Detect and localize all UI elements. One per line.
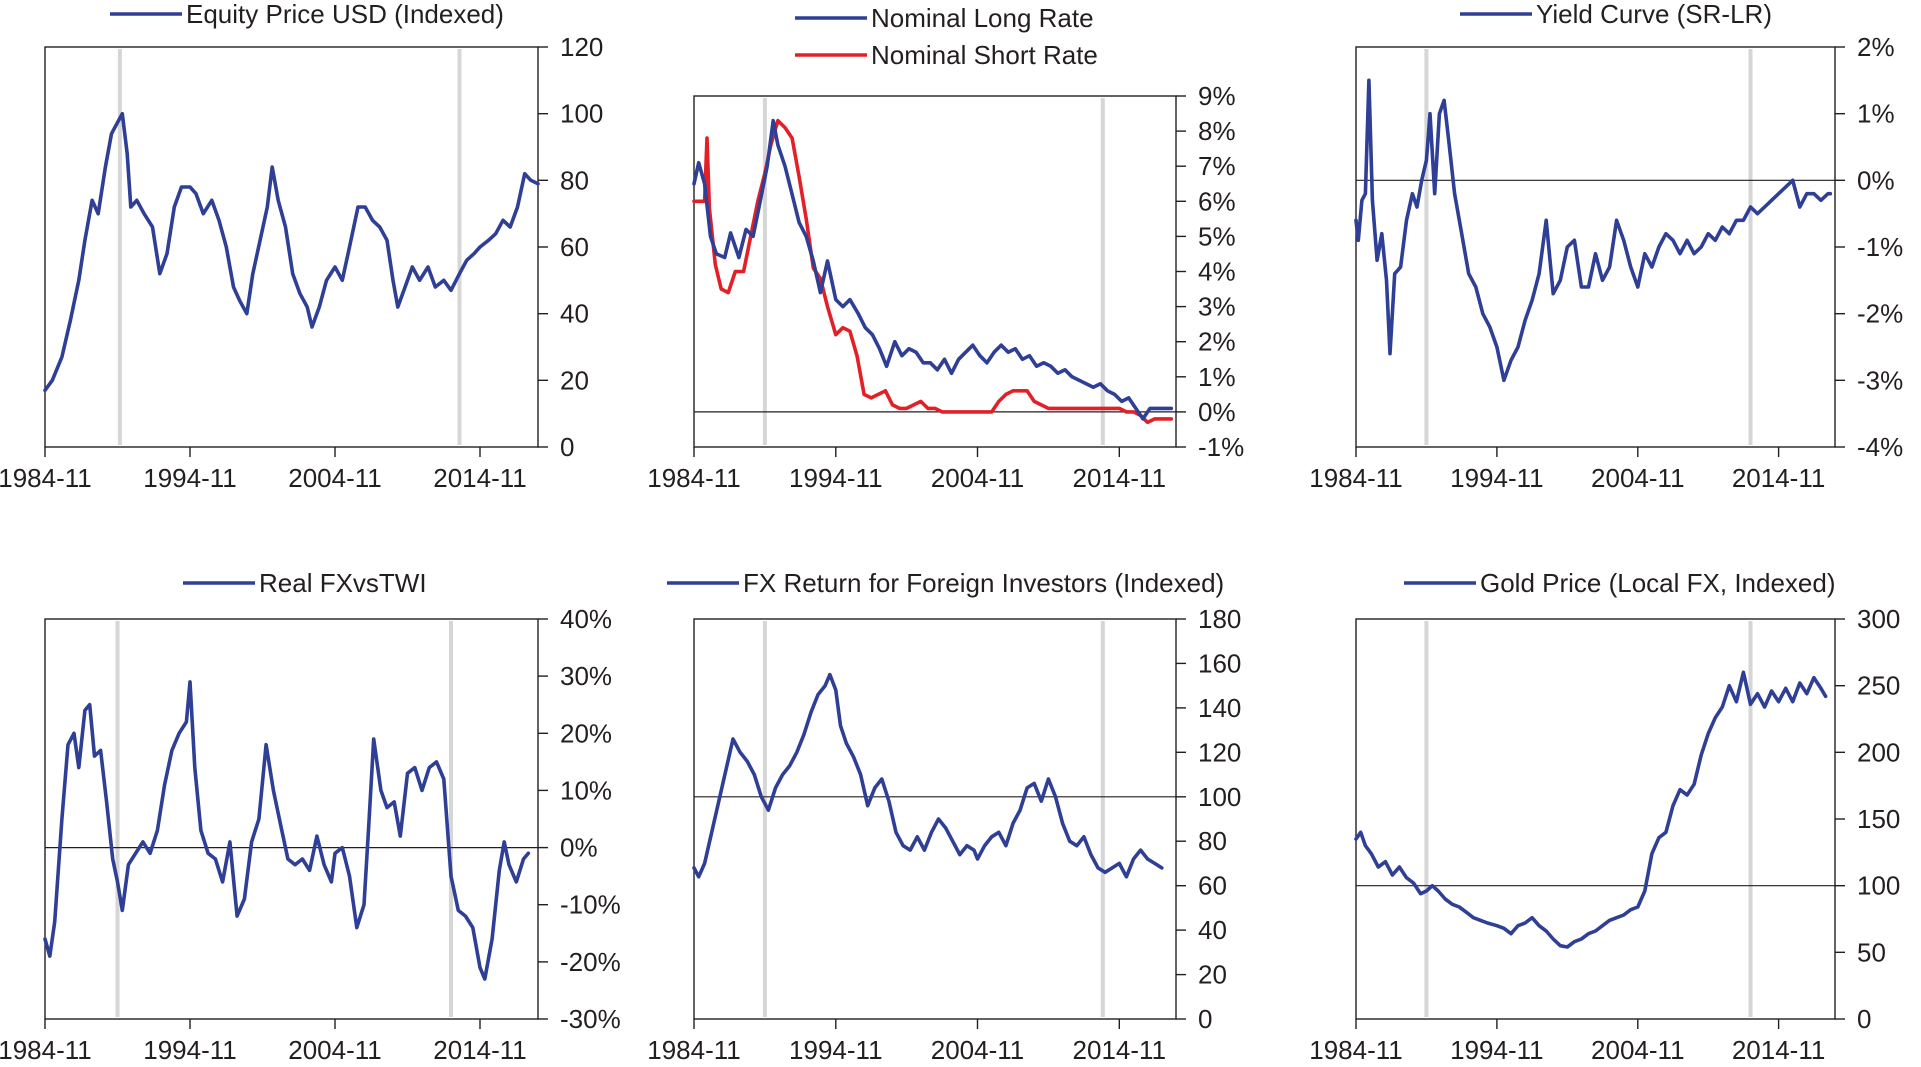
x-tick-label: 2004-11	[931, 1035, 1025, 1065]
y-tick-label: 1%	[1198, 362, 1236, 392]
x-tick-label: 2014-11	[1073, 1035, 1167, 1065]
y-tick-label: 60	[560, 232, 589, 262]
y-tick-label: 0	[560, 432, 574, 462]
series-line-nominal-long-rate	[692, 118, 1174, 421]
x-tick-label: 2014-11	[1732, 463, 1826, 493]
x-tick-label: 2014-11	[433, 463, 527, 493]
x-tick-label: 2004-11	[288, 463, 382, 493]
y-tick-label: 20	[1198, 960, 1227, 990]
y-tick-label: 8%	[1198, 116, 1236, 146]
y-tick-label: 4%	[1198, 257, 1236, 287]
y-tick-label: 200	[1857, 737, 1900, 767]
x-tick-label: 1984-11	[0, 463, 92, 493]
series-line-equity-price-usd-indexed	[43, 111, 540, 393]
x-tick-label: 1984-11	[647, 463, 741, 493]
legend-label: Equity Price USD (Indexed)	[186, 0, 504, 29]
plot-frame	[693, 618, 1177, 1020]
y-tick-label: -30%	[560, 1004, 621, 1034]
x-tick-label: 1994-11	[143, 1035, 237, 1065]
equity-chart-panel: 0 20 40 60 80 100 120 1984-11 1994-11 2004-11 2014…	[0, 0, 603, 493]
legend-label: FX Return for Foreign Investors (Indexed…	[743, 568, 1224, 598]
y-tick-label: 250	[1857, 671, 1900, 701]
legend-label: Yield Curve (SR-LR)	[1536, 0, 1772, 29]
y-tick-label: -3%	[1857, 365, 1903, 395]
y-tick-label: 2%	[1198, 327, 1236, 357]
y-tick-label: 80	[1198, 826, 1227, 856]
y-tick-label: 100	[1857, 871, 1900, 901]
y-tick-label: 20%	[560, 718, 612, 748]
y-tick-label: 40	[560, 299, 589, 329]
y-tick-label: 0%	[560, 833, 598, 863]
y-tick-label: 0%	[1857, 165, 1895, 195]
y-tick-label: -1%	[1857, 232, 1903, 262]
y-tick-label: 150	[1857, 804, 1900, 834]
y-tick-label: -2%	[1857, 299, 1903, 329]
x-tick-label: 2004-11	[1591, 463, 1685, 493]
y-tick-label: 9%	[1198, 81, 1236, 111]
x-tick-label: 2004-11	[931, 463, 1025, 493]
x-tick-label: 1994-11	[1450, 463, 1544, 493]
x-tick-label: 1984-11	[0, 1035, 92, 1065]
x-tick-label: 2004-11	[1591, 1035, 1685, 1065]
y-tick-label: 1%	[1857, 99, 1895, 129]
y-tick-label: 6%	[1198, 186, 1236, 216]
series-line-fx-return-for-foreign-investors-indexed	[692, 672, 1164, 879]
legend-label: Nominal Short Rate	[871, 40, 1098, 70]
series-line-gold-price-local-fx-indexed	[1354, 670, 1828, 949]
x-tick-label: 1984-11	[1309, 463, 1403, 493]
gold-chart-panel: 0 50 100 150 200 250 300 1984-11 1994-11 2004-11 2…	[1309, 568, 1900, 1065]
series-line-real-fxvstwi	[43, 680, 531, 981]
y-tick-label: -4%	[1857, 432, 1903, 462]
y-tick-label: 160	[1198, 648, 1241, 678]
real-fx-chart-panel: -30% -20% -10% 0% 10% 20% 30% 40% 1984-11 1994-11…	[0, 568, 621, 1065]
y-tick-label: 140	[1198, 693, 1241, 723]
y-tick-label: 20	[560, 365, 589, 395]
x-tick-label: 1994-11	[789, 1035, 883, 1065]
y-tick-label: 7%	[1198, 151, 1236, 181]
y-tick-label: 100	[560, 99, 603, 129]
y-tick-label: 120	[560, 32, 603, 62]
y-tick-label: 180	[1198, 604, 1241, 634]
rates-chart-panel: -1% 0% 1% 2% 3% 4% 5% 6% 7% 8% 9% 1984-11 1994-11 200…	[647, 3, 1244, 493]
y-tick-label: 50	[1857, 937, 1886, 967]
y-tick-label: 40	[1198, 915, 1227, 945]
y-tick-label: -10%	[560, 890, 621, 920]
x-tick-label: 1984-11	[647, 1035, 741, 1065]
x-tick-label: 1984-11	[1309, 1035, 1403, 1065]
y-tick-label: -20%	[560, 947, 621, 977]
x-tick-label: 2004-11	[288, 1035, 382, 1065]
yield-curve-chart-panel: -4% -3% -2% -1% 0% 1% 2% 1984-11 1994-11 2004-11 2…	[1309, 0, 1903, 493]
y-tick-label: 80	[560, 165, 589, 195]
y-tick-label: 0%	[1198, 397, 1236, 427]
x-tick-label: 2014-11	[433, 1035, 527, 1065]
y-tick-label: 2%	[1857, 32, 1895, 62]
legend-label: Real FXvsTWI	[259, 568, 427, 598]
fx-return-chart-panel: 0 20 40 60 80 100 120 140 160 180 1984-11 1994-11 20…	[647, 568, 1241, 1065]
legend-label: Nominal Long Rate	[871, 3, 1094, 33]
y-tick-label: 0	[1857, 1004, 1871, 1034]
y-tick-label: 10%	[560, 775, 612, 805]
x-tick-label: 1994-11	[789, 463, 883, 493]
y-tick-label: 40%	[560, 604, 612, 634]
y-tick-label: 60	[1198, 871, 1227, 901]
y-tick-label: 300	[1857, 604, 1900, 634]
x-tick-label: 1994-11	[143, 463, 237, 493]
x-tick-label: 1994-11	[1450, 1035, 1544, 1065]
y-tick-label: 0	[1198, 1004, 1212, 1034]
y-tick-label: 100	[1198, 782, 1241, 812]
x-tick-label: 2014-11	[1073, 463, 1167, 493]
y-tick-label: -1%	[1198, 432, 1244, 462]
y-tick-label: 5%	[1198, 221, 1236, 251]
legend-label: Gold Price (Local FX, Indexed)	[1480, 568, 1836, 598]
series-line-yield-curve-sr-lr	[1354, 78, 1833, 383]
y-tick-label: 3%	[1198, 292, 1236, 322]
y-tick-label: 30%	[560, 661, 612, 691]
y-tick-label: 120	[1198, 737, 1241, 767]
plot-frame	[44, 618, 539, 1020]
x-tick-label: 2014-11	[1732, 1035, 1826, 1065]
